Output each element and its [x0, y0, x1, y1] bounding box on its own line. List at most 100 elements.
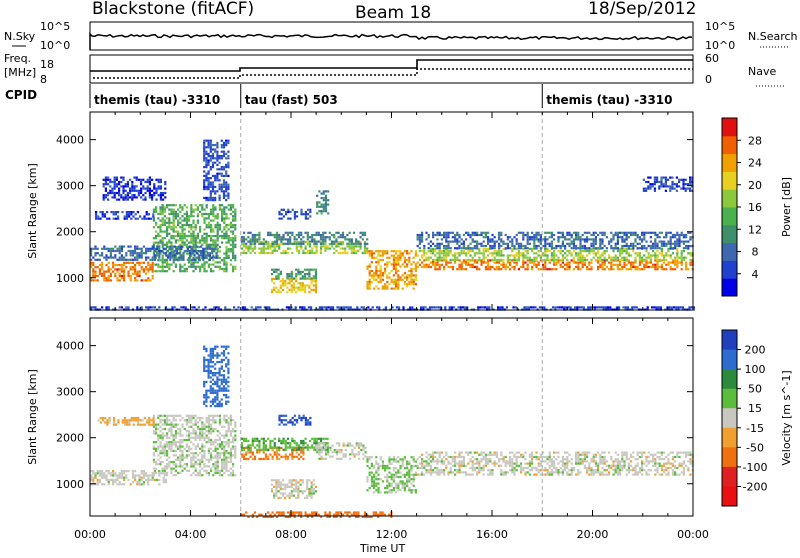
range-cell	[223, 213, 225, 215]
range-cell	[531, 248, 533, 250]
range-cell	[144, 188, 146, 190]
range-cell	[186, 415, 188, 417]
range-cell	[219, 261, 221, 263]
range-cell	[599, 232, 601, 234]
range-cell	[119, 246, 121, 248]
range-cell	[595, 247, 597, 249]
range-cell	[195, 239, 197, 241]
range-cell	[454, 238, 456, 240]
range-cell	[162, 450, 164, 452]
range-cell	[321, 206, 323, 208]
range-cell	[166, 417, 168, 419]
range-cell	[645, 181, 647, 183]
range-cell	[422, 306, 424, 308]
range-cell	[166, 270, 168, 272]
range-cell	[94, 472, 96, 474]
range-cell	[298, 252, 300, 254]
range-cell	[579, 247, 581, 249]
range-cell	[105, 279, 107, 281]
range-cell	[173, 270, 175, 272]
range-cell	[393, 259, 395, 261]
range-cell	[173, 424, 175, 426]
range-cell	[302, 243, 304, 245]
range-cell	[111, 190, 113, 192]
range-cell	[615, 264, 617, 266]
range-cell	[386, 250, 388, 252]
range-cell	[208, 374, 210, 376]
range-cell	[323, 199, 325, 201]
range-cell	[127, 479, 129, 481]
range-cell	[217, 439, 219, 441]
range-cell	[159, 242, 161, 244]
range-cell	[544, 232, 546, 234]
range-cell	[513, 262, 515, 264]
range-cell	[128, 419, 130, 421]
range-cell	[316, 241, 318, 243]
range-cell	[439, 257, 441, 259]
range-cell	[533, 238, 535, 240]
range-cell	[160, 185, 162, 187]
range-cell	[214, 348, 216, 350]
range-cell	[212, 354, 214, 356]
range-cell	[247, 236, 249, 238]
range-cell	[179, 204, 181, 206]
range-cell	[171, 246, 173, 248]
range-cell	[221, 465, 223, 467]
range-cell	[206, 233, 208, 235]
range-cell	[500, 232, 502, 234]
range-cell	[669, 177, 671, 179]
range-cell	[263, 250, 265, 252]
range-cell	[593, 234, 595, 236]
range-cell	[553, 250, 555, 252]
range-cell	[410, 279, 412, 281]
range-cell	[445, 245, 447, 247]
range-cell	[258, 252, 260, 254]
range-cell	[164, 237, 166, 239]
range-cell	[196, 250, 198, 252]
range-cell	[604, 232, 606, 234]
range-cell	[637, 236, 639, 238]
cpid-label: CPID	[5, 88, 37, 102]
range-cell	[147, 474, 149, 476]
range-cell	[184, 457, 186, 459]
range-cell	[197, 421, 199, 423]
range-cell	[324, 238, 326, 240]
range-cell	[674, 188, 676, 190]
range-cell	[203, 184, 205, 186]
range-cell	[320, 243, 322, 245]
range-cell	[168, 424, 170, 426]
range-cell	[544, 238, 546, 240]
range-cell	[219, 443, 221, 445]
range-cell	[243, 250, 245, 252]
range-cell	[157, 448, 159, 450]
range-cell	[221, 190, 223, 192]
range-cell	[197, 426, 199, 428]
range-cell	[127, 246, 129, 248]
range-cell	[152, 266, 154, 268]
range-cell	[461, 268, 463, 270]
range-cell	[211, 252, 213, 254]
range-cell	[586, 268, 588, 270]
range-cell	[163, 481, 165, 483]
range-cell	[680, 306, 682, 308]
range-cell	[423, 266, 425, 268]
range-cell	[369, 281, 371, 283]
range-cell	[404, 257, 406, 259]
range-cell	[133, 190, 135, 192]
range-cell	[397, 250, 399, 252]
range-cell	[212, 209, 214, 211]
range-cell	[654, 190, 656, 192]
range-cell	[553, 238, 555, 240]
range-cell	[274, 245, 276, 247]
range-cell	[210, 470, 212, 472]
range-cell	[560, 247, 562, 249]
range-cell	[168, 457, 170, 459]
range-cell	[181, 435, 183, 437]
range-cell	[533, 252, 535, 254]
range-cell	[483, 232, 485, 234]
range-cell	[208, 439, 210, 441]
range-cell	[214, 446, 216, 448]
range-cell	[197, 213, 199, 215]
range-cell	[415, 270, 417, 272]
range-cell	[487, 268, 489, 270]
